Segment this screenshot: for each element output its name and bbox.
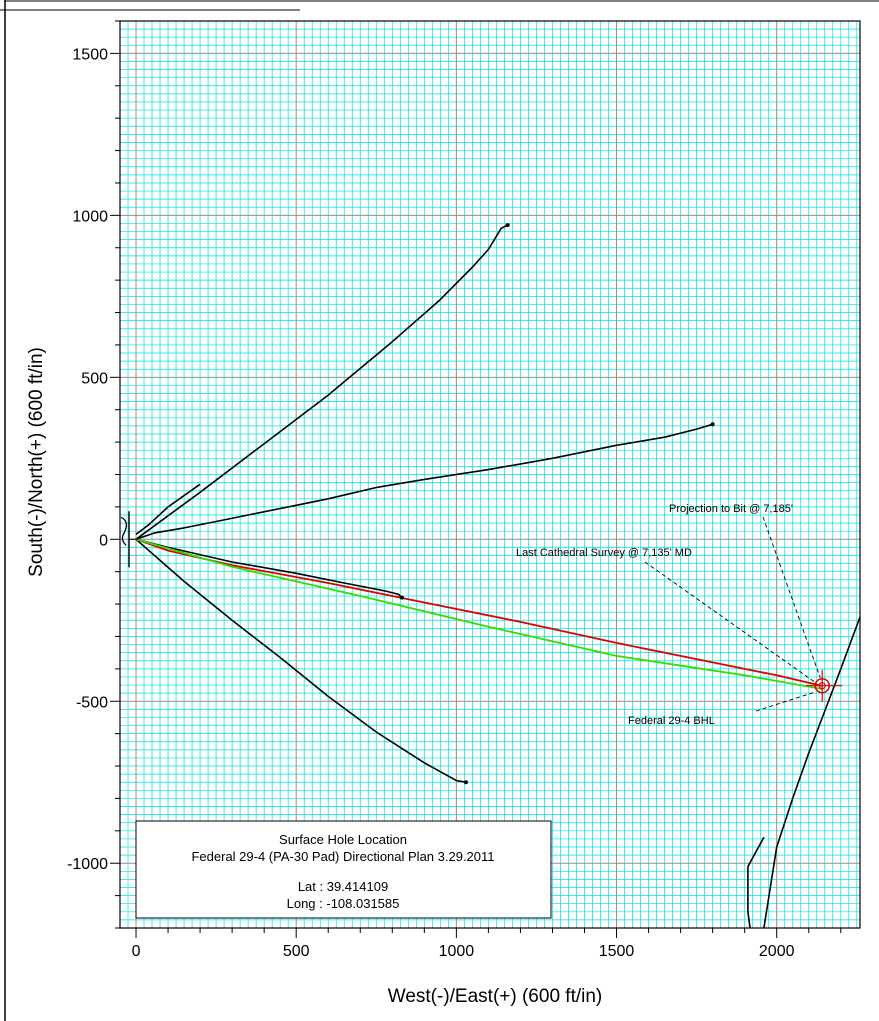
legend-subtitle: Federal 29-4 (PA-30 Pad) Directional Pla… [191, 849, 494, 864]
path-end-dot [710, 422, 715, 427]
y-tick-label: -1000 [67, 856, 108, 873]
x-axis-label: West(-)/East(+) (600 ft/in) [388, 986, 603, 1007]
well-path-5 [763, 616, 861, 929]
well-path-6 [747, 866, 751, 929]
y-axis-label: South(-)/North(+) (600 ft/in) [26, 347, 47, 577]
annotation-projection-to-bit: Projection to Bit @ 7,185' [669, 503, 793, 515]
target-marker [806, 669, 843, 702]
surface-location-box: Surface Hole Location Federal 29-4 (PA-3… [135, 820, 552, 919]
surface-lease-line [120, 516, 128, 546]
path-end-dot [505, 223, 510, 228]
annotation-leaders [644, 516, 821, 712]
y-tick-label: 1500 [72, 46, 108, 63]
well-paths [135, 223, 861, 929]
tick-labels: 0 500 1000 1500 2000 1500 1000 500 0 -500 -1000 [67, 46, 795, 960]
well-path-7 [747, 836, 765, 867]
x-tick-label: 500 [283, 943, 310, 960]
y-tick-label: 500 [81, 370, 108, 387]
legend-title: Surface Hole Location [279, 832, 407, 847]
well-path-3 [135, 538, 403, 599]
well-path-1 [135, 483, 201, 536]
x-tick-label: 0 [132, 943, 141, 960]
minor-grid [119, 20, 860, 929]
surface-marker [120, 511, 139, 568]
y-tick-label: 1000 [72, 208, 108, 225]
well-path-9 [135, 538, 822, 690]
legend-lat: Lat : 39.414109 [298, 879, 388, 894]
leader-line-0 [762, 516, 821, 678]
well-path-2 [135, 423, 713, 541]
leader-line-2 [755, 691, 817, 712]
legend-long: Long : -108.031585 [287, 896, 400, 911]
well-path-0 [135, 224, 508, 540]
x-tick-label: 1000 [439, 943, 475, 960]
y-tick-label: -500 [76, 694, 108, 711]
path-end-dot [463, 780, 468, 785]
well-path-4 [135, 538, 467, 783]
x-tick-label: 2000 [759, 943, 795, 960]
axis-ticks [110, 20, 842, 938]
annotation-last-survey: Last Cathedral Survey @ 7,135' MD [516, 547, 692, 559]
y-tick-label: 0 [99, 532, 108, 549]
annotation-bhl: Federal 29-4 BHL [628, 715, 715, 727]
legend-box [135, 820, 552, 919]
x-tick-label: 1500 [599, 943, 635, 960]
path-end-dot [399, 595, 404, 600]
